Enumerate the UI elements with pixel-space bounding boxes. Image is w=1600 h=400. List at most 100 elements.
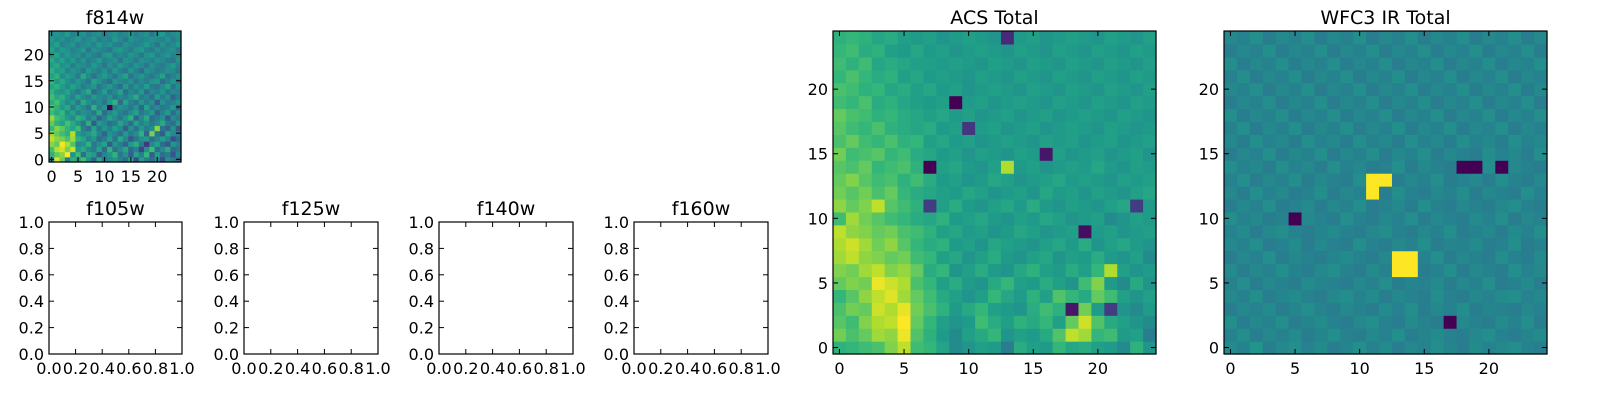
heatmap-cell [1104, 173, 1118, 187]
heatmap-cell [1224, 237, 1238, 252]
heatmap-cell [1249, 134, 1264, 148]
heatmap-cell [1534, 95, 1548, 110]
heatmap-cell [858, 56, 873, 71]
heatmap-cell [1456, 160, 1471, 174]
heatmap-cell [1275, 95, 1290, 110]
heatmap-cell [1417, 186, 1432, 200]
heatmap-cell [75, 46, 82, 53]
heatmap-cell [165, 146, 172, 153]
heatmap-cell [138, 141, 145, 147]
heatmap-cell [833, 31, 847, 45]
heatmap-cell [988, 211, 1002, 226]
heatmap-cell [833, 328, 847, 342]
heatmap-cell [923, 43, 937, 58]
x-tick-label: 15 [1414, 359, 1434, 378]
heatmap-cell [154, 57, 161, 64]
heatmap-cell [91, 130, 98, 137]
heatmap-cell [1495, 95, 1509, 110]
heatmap-cell [1534, 263, 1548, 278]
heatmap-cell [170, 93, 177, 100]
heatmap-cell [936, 198, 950, 213]
heatmap-cell [1026, 211, 1041, 226]
heatmap-cell [133, 72, 140, 79]
heatmap-cell [1353, 173, 1367, 187]
heatmap-cell [128, 120, 135, 126]
heatmap-cell [858, 289, 873, 303]
heatmap-cell [1000, 43, 1015, 58]
heatmap-cell [59, 51, 66, 58]
heatmap-cell [175, 109, 182, 116]
heatmap-cell [1301, 134, 1316, 148]
heatmap-cell [1224, 328, 1238, 342]
heatmap-cell [845, 134, 860, 148]
heatmap-cell [884, 328, 899, 342]
heatmap-cell [1130, 31, 1144, 45]
heatmap-cell [910, 147, 925, 161]
heatmap-cell [897, 341, 912, 355]
heatmap-cell [1236, 211, 1251, 226]
heatmap-cell [923, 31, 937, 45]
heatmap-cell [1143, 121, 1157, 135]
heatmap-cell [833, 263, 847, 278]
heatmap-cell [1404, 147, 1419, 161]
heatmap-cell [128, 125, 135, 132]
heatmap-cell [70, 93, 76, 100]
heatmap-cell [1249, 250, 1264, 265]
heatmap-cell [112, 120, 119, 126]
heatmap-cell [1482, 198, 1496, 213]
heatmap-cell [1443, 328, 1458, 342]
y-tick-label: 0.4 [604, 292, 629, 311]
heatmap-cell [1078, 289, 1092, 303]
heatmap-cell [175, 125, 182, 132]
heatmap-cell [1013, 43, 1028, 58]
heatmap-cell [49, 125, 55, 132]
heatmap-cell [1314, 186, 1328, 200]
heatmap-cell [96, 125, 103, 132]
heatmap-cell [59, 109, 66, 116]
heatmap-cell [1366, 173, 1380, 187]
heatmap-cell [1262, 56, 1277, 71]
heatmap-cell [1404, 276, 1419, 290]
heatmap-cell [1130, 147, 1144, 161]
heatmap-cell [1495, 198, 1509, 213]
heatmap-cell [49, 83, 55, 90]
heatmap-cell [1495, 276, 1509, 290]
heatmap-cell [1391, 341, 1406, 355]
heatmap-cell [833, 121, 847, 135]
heatmap-cell [962, 289, 976, 303]
x-tick-label: 5 [73, 167, 83, 186]
heatmap-cell [80, 120, 87, 126]
heatmap-cell [1495, 43, 1509, 58]
heatmap-cell [91, 114, 98, 121]
heatmap-cell [1443, 134, 1458, 148]
heatmap-cell [1236, 43, 1251, 58]
heatmap-cell [165, 72, 172, 79]
heatmap-cell [1340, 108, 1354, 123]
heatmap-cell [1026, 263, 1041, 278]
heatmap-cell [1534, 302, 1548, 316]
heatmap-cell [1456, 134, 1471, 148]
heatmap-cell [1117, 198, 1131, 213]
heatmap-cell [149, 109, 156, 116]
heatmap-cell [64, 151, 71, 158]
heatmap-cell [117, 57, 124, 64]
heatmap-cell [128, 114, 135, 121]
heatmap-cell [884, 160, 899, 174]
heatmap-cell [59, 125, 66, 132]
heatmap-cell [1327, 328, 1341, 342]
heatmap-cell [1327, 121, 1341, 135]
heatmap-cell [1013, 56, 1028, 71]
heatmap-cell [1314, 302, 1328, 316]
heatmap-cell [1340, 31, 1354, 45]
heatmap-cell [1443, 56, 1458, 71]
heatmap-cell [1443, 302, 1458, 316]
heatmap-cell [170, 83, 177, 90]
heatmap-cell [1404, 263, 1419, 278]
heatmap-cell [70, 51, 76, 58]
heatmap-cell [144, 51, 150, 58]
heatmap-cell [170, 72, 177, 79]
heatmap-cell [1091, 173, 1105, 187]
heatmap-cell [59, 130, 66, 137]
heatmap-cell [85, 78, 92, 84]
